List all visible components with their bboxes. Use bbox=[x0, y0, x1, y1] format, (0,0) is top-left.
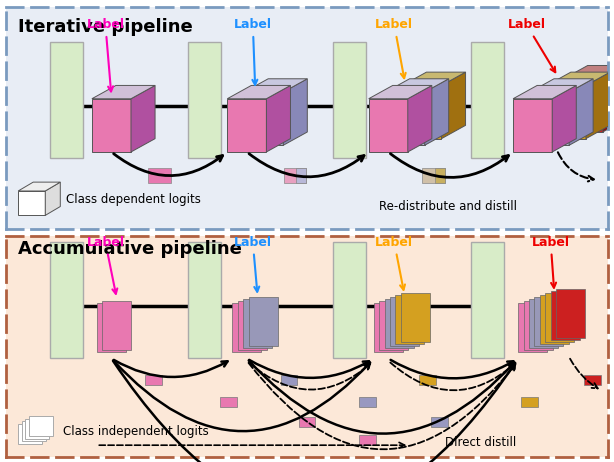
Polygon shape bbox=[18, 182, 60, 191]
Text: Class dependent logits: Class dependent logits bbox=[66, 194, 201, 207]
Bar bbox=[238, 301, 266, 350]
Polygon shape bbox=[386, 92, 425, 146]
Bar bbox=[551, 291, 580, 340]
Polygon shape bbox=[92, 85, 155, 99]
Bar bbox=[419, 375, 436, 385]
Bar bbox=[585, 375, 601, 385]
Bar bbox=[359, 397, 376, 407]
Bar bbox=[401, 293, 430, 342]
Polygon shape bbox=[547, 85, 586, 139]
Polygon shape bbox=[569, 79, 593, 146]
Bar bbox=[281, 375, 297, 385]
Bar bbox=[296, 168, 306, 183]
Bar bbox=[50, 242, 83, 358]
Polygon shape bbox=[283, 79, 307, 146]
Bar bbox=[21, 421, 46, 441]
Bar bbox=[188, 242, 221, 358]
Bar bbox=[148, 168, 171, 183]
Polygon shape bbox=[564, 66, 614, 79]
Text: Label: Label bbox=[234, 236, 272, 292]
Bar bbox=[471, 242, 504, 358]
Bar bbox=[529, 299, 558, 348]
Bar bbox=[249, 297, 278, 346]
Polygon shape bbox=[552, 85, 577, 152]
Bar bbox=[395, 295, 424, 344]
Text: Label: Label bbox=[375, 18, 413, 78]
Bar bbox=[422, 168, 445, 183]
Bar bbox=[518, 303, 547, 352]
Polygon shape bbox=[18, 191, 45, 215]
Polygon shape bbox=[368, 99, 408, 152]
Bar bbox=[232, 303, 262, 352]
Text: Direct distill: Direct distill bbox=[445, 437, 516, 450]
Polygon shape bbox=[402, 72, 465, 85]
Bar bbox=[390, 297, 419, 346]
Bar bbox=[540, 295, 569, 344]
Text: Label: Label bbox=[532, 236, 570, 288]
Polygon shape bbox=[92, 99, 131, 152]
Bar bbox=[556, 289, 585, 338]
Polygon shape bbox=[408, 85, 432, 152]
Bar bbox=[243, 299, 272, 348]
Polygon shape bbox=[513, 99, 552, 152]
Bar bbox=[50, 43, 83, 158]
Polygon shape bbox=[45, 182, 60, 215]
Polygon shape bbox=[586, 72, 610, 139]
Text: Accumulative pipeline: Accumulative pipeline bbox=[18, 240, 242, 258]
Text: Label: Label bbox=[87, 18, 125, 91]
Polygon shape bbox=[530, 92, 569, 146]
Bar bbox=[18, 424, 42, 444]
Polygon shape bbox=[266, 85, 290, 152]
Polygon shape bbox=[547, 72, 610, 85]
Bar bbox=[284, 168, 306, 183]
Bar bbox=[534, 297, 563, 346]
Polygon shape bbox=[131, 85, 155, 152]
Bar bbox=[359, 435, 376, 444]
Polygon shape bbox=[530, 79, 593, 92]
Text: Label: Label bbox=[508, 18, 555, 72]
Bar bbox=[103, 301, 131, 350]
Bar bbox=[145, 375, 162, 385]
Polygon shape bbox=[227, 99, 266, 152]
Text: Label: Label bbox=[375, 236, 413, 290]
Bar bbox=[379, 301, 408, 350]
Polygon shape bbox=[244, 92, 283, 146]
Bar bbox=[431, 417, 448, 427]
Bar bbox=[298, 417, 316, 427]
Bar bbox=[521, 397, 538, 407]
Polygon shape bbox=[425, 79, 449, 146]
Polygon shape bbox=[513, 85, 577, 99]
Text: Label: Label bbox=[234, 18, 272, 85]
Bar bbox=[333, 43, 366, 158]
Bar bbox=[333, 242, 366, 358]
Bar bbox=[545, 293, 574, 342]
Bar bbox=[471, 43, 504, 158]
Text: Label: Label bbox=[87, 236, 125, 294]
Bar bbox=[374, 303, 403, 352]
Bar bbox=[384, 299, 413, 348]
Bar bbox=[188, 43, 221, 158]
Polygon shape bbox=[441, 72, 465, 139]
Polygon shape bbox=[227, 85, 290, 99]
Bar bbox=[524, 301, 553, 350]
Bar bbox=[25, 419, 50, 439]
Polygon shape bbox=[368, 85, 432, 99]
Text: Re-distribute and distill: Re-distribute and distill bbox=[379, 200, 517, 213]
Polygon shape bbox=[244, 79, 307, 92]
Bar bbox=[97, 303, 126, 352]
Polygon shape bbox=[386, 79, 449, 92]
Polygon shape bbox=[603, 66, 614, 132]
Bar bbox=[29, 416, 53, 436]
Text: Iterative pipeline: Iterative pipeline bbox=[18, 18, 193, 36]
Polygon shape bbox=[402, 85, 441, 139]
Text: Class independent logits: Class independent logits bbox=[63, 426, 209, 438]
Bar bbox=[220, 397, 237, 407]
Polygon shape bbox=[564, 79, 603, 132]
Bar bbox=[435, 168, 445, 183]
